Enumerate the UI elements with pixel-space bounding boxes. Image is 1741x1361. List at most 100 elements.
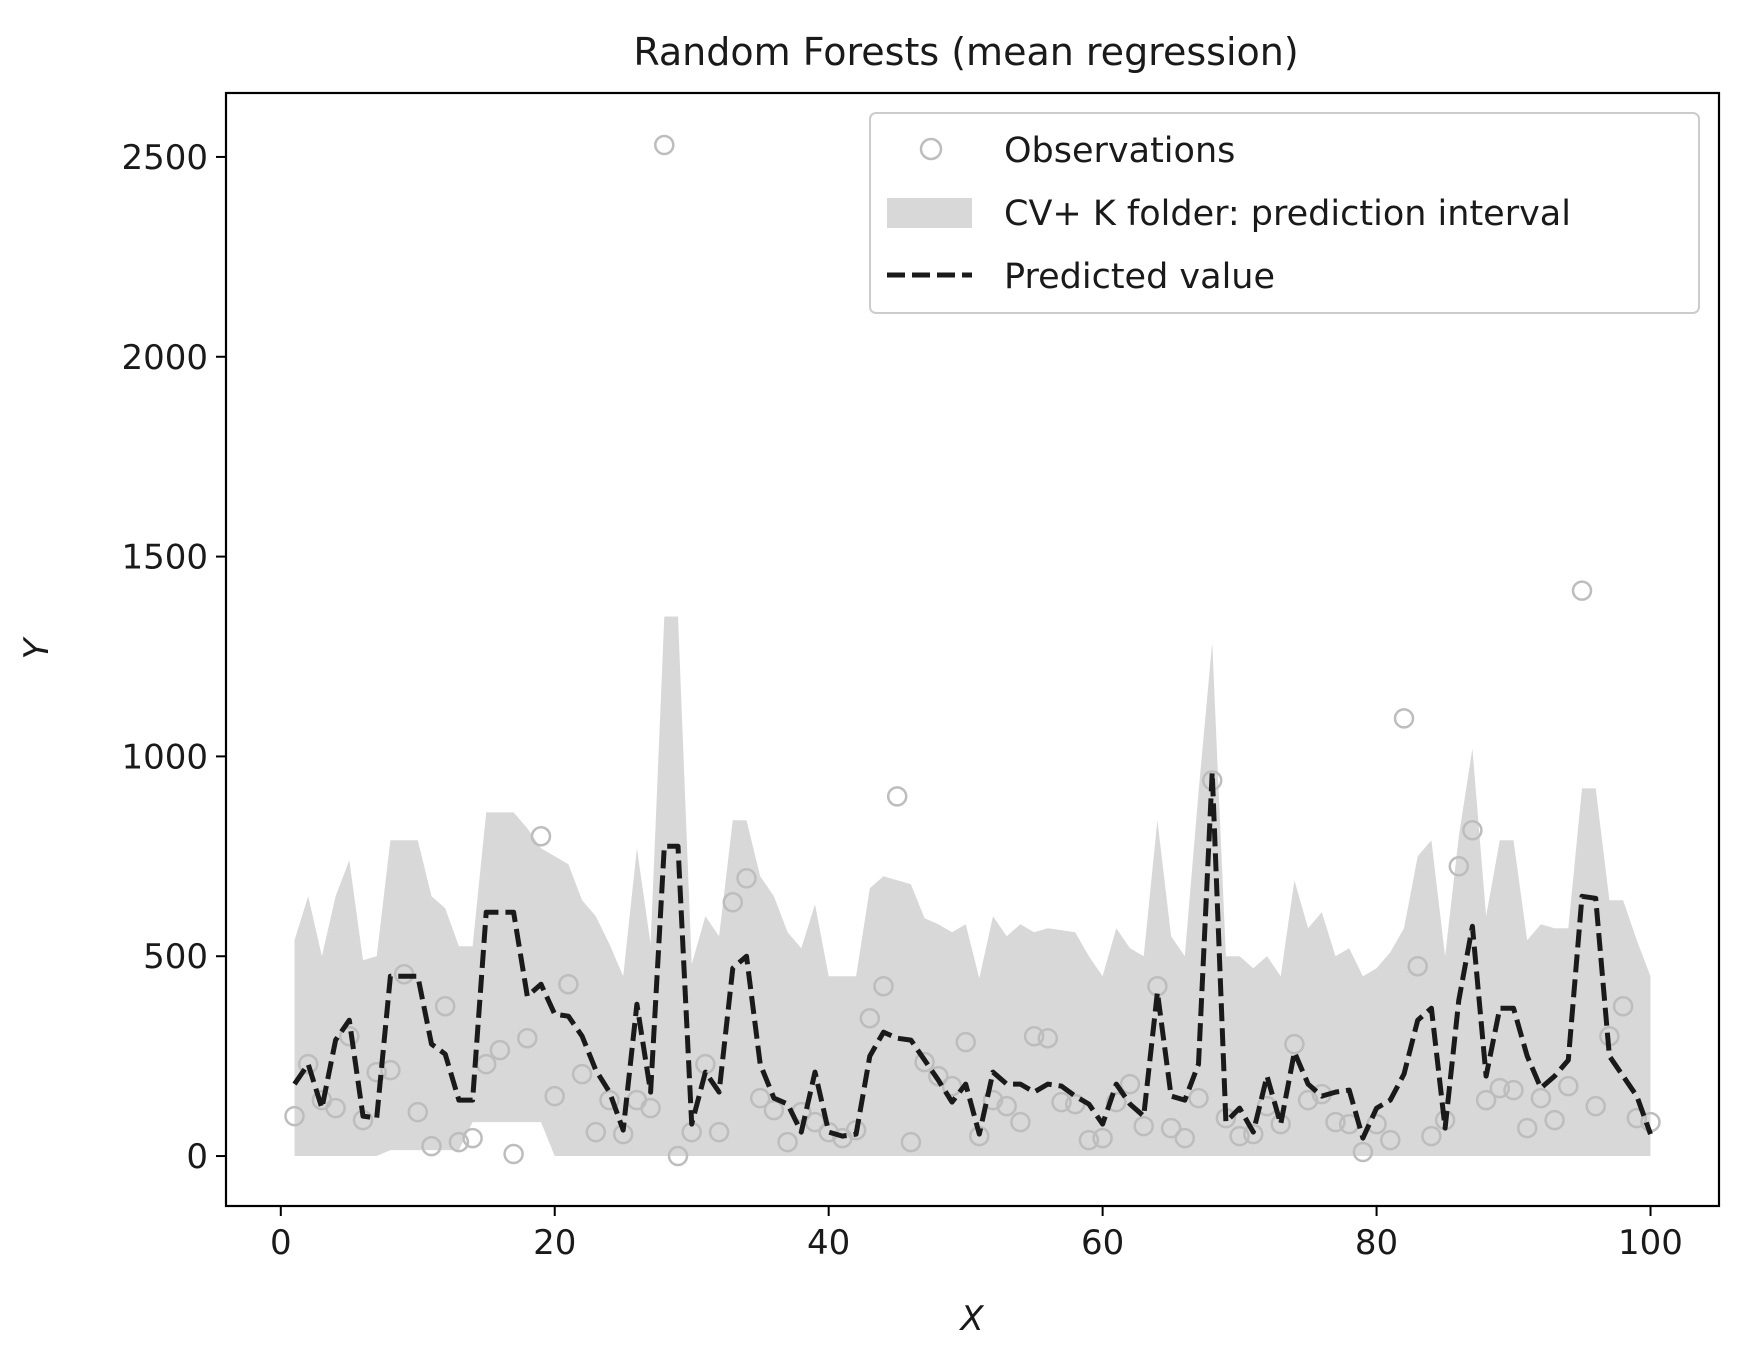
observation-point — [1106, 1091, 1127, 1113]
legend-interval-label: CV+ K folder: prediction interval — [1004, 194, 1571, 234]
y-tick-label: 2500 — [121, 138, 208, 178]
observation-point — [1243, 1123, 1264, 1145]
observation-point — [1558, 1075, 1579, 1097]
legend-interval-swatch — [887, 198, 972, 228]
observation-point — [339, 1025, 360, 1047]
observation-point — [448, 1131, 470, 1153]
observation-point — [366, 1061, 387, 1083]
observation-point — [585, 1121, 607, 1143]
observation-point — [654, 134, 675, 156]
observation-point — [434, 995, 456, 1017]
legend-observations-marker — [919, 137, 943, 161]
y-tick-label: 0 — [186, 1137, 208, 1177]
observation-point — [1092, 1127, 1113, 1149]
observation-point — [777, 1131, 798, 1153]
observation-point — [1503, 1079, 1524, 1101]
observation-point — [489, 1039, 511, 1061]
legend: Observations CV+ K folder: prediction in… — [869, 112, 1700, 314]
y-axis-label: Y — [17, 636, 57, 659]
observation-point — [736, 868, 757, 889]
observation-point — [558, 973, 579, 995]
legend-frame — [869, 112, 1700, 314]
observation-point — [873, 975, 894, 997]
observation-point — [1229, 1125, 1250, 1147]
observation-point — [1023, 1025, 1045, 1047]
observation-point — [325, 1097, 346, 1119]
observation-point — [1571, 580, 1593, 601]
observation-point — [1037, 1027, 1059, 1049]
observation-point — [284, 1105, 305, 1127]
legend-prediction-label: Predicted value — [1004, 257, 1275, 297]
observation-point — [503, 1143, 524, 1165]
x-tick-label: 60 — [1081, 1223, 1124, 1263]
observation-point — [1010, 1111, 1031, 1133]
observation-point — [1078, 1129, 1100, 1151]
observation-point — [1133, 1115, 1154, 1137]
observation-point — [297, 1053, 319, 1075]
observation-point — [708, 1121, 730, 1143]
observation-point — [1325, 1111, 1346, 1133]
observation-point — [667, 1145, 689, 1167]
predicted-value-line — [292, 769, 1653, 1141]
observation-point — [928, 1065, 949, 1087]
y-tick-label: 500 — [143, 937, 208, 977]
y-axis: 0 500 1000 1500 2000 2500 — [121, 138, 226, 1177]
observation-point — [900, 1131, 922, 1153]
observation-point — [640, 1097, 661, 1119]
observation-point — [1462, 820, 1483, 841]
observation-point — [1612, 995, 1634, 1017]
x-tick-label: 80 — [1355, 1223, 1398, 1263]
observation-point — [722, 892, 744, 913]
observation-point — [1051, 1091, 1072, 1113]
observation-point — [530, 826, 552, 847]
observation-point — [1174, 1127, 1196, 1149]
x-axis: 0 20 40 60 80 100 — [270, 1206, 1683, 1263]
x-tick-label: 20 — [533, 1223, 576, 1263]
plot-area — [284, 134, 1661, 1167]
observation-point — [1516, 1117, 1538, 1139]
observation-point — [1160, 1117, 1182, 1139]
observation-point — [517, 1027, 538, 1049]
plot-frame — [224, 91, 1721, 1208]
legend-observations-label: Observations — [1004, 131, 1235, 171]
observation-point — [462, 1127, 483, 1149]
observation-point — [544, 1085, 565, 1107]
observation-point — [1380, 1129, 1401, 1151]
y-tick-label: 1000 — [121, 737, 208, 777]
observation-point — [407, 1101, 429, 1123]
observation-point — [1530, 1087, 1552, 1109]
observation-point — [859, 1007, 881, 1029]
observation-point — [1284, 1033, 1305, 1055]
observation-point — [1119, 1073, 1141, 1095]
observation-point — [996, 1095, 1017, 1117]
y-tick-label: 2000 — [121, 338, 208, 378]
observation-point — [941, 1075, 963, 1097]
observation-point — [1407, 955, 1428, 977]
x-tick-label: 40 — [807, 1223, 850, 1263]
observation-point — [1188, 1087, 1209, 1109]
observation-point — [886, 786, 908, 807]
x-tick-label: 100 — [1618, 1223, 1683, 1263]
observation-point — [1421, 1125, 1442, 1147]
observation-point — [1448, 856, 1470, 877]
observation-point — [1352, 1141, 1374, 1163]
prediction-interval-band — [294, 616, 1651, 1156]
observation-point — [914, 1051, 935, 1073]
observation-point — [763, 1099, 785, 1121]
observation-point — [1585, 1095, 1606, 1117]
observation-point — [982, 1089, 1004, 1111]
observation-point — [1489, 1077, 1511, 1099]
observation-point — [1544, 1109, 1565, 1131]
observation-point — [599, 1089, 620, 1111]
observation-point — [749, 1087, 771, 1109]
observation-point — [1626, 1107, 1648, 1129]
observation-point — [1475, 1089, 1497, 1111]
chart-title: Random Forests (mean regression) — [633, 30, 1298, 74]
observation-point — [1393, 708, 1415, 729]
observation-point — [380, 1059, 401, 1081]
observation-point — [421, 1135, 442, 1157]
observation-point — [955, 1031, 976, 1053]
x-axis-label: X — [958, 1299, 984, 1339]
x-tick-label: 0 — [270, 1223, 292, 1263]
